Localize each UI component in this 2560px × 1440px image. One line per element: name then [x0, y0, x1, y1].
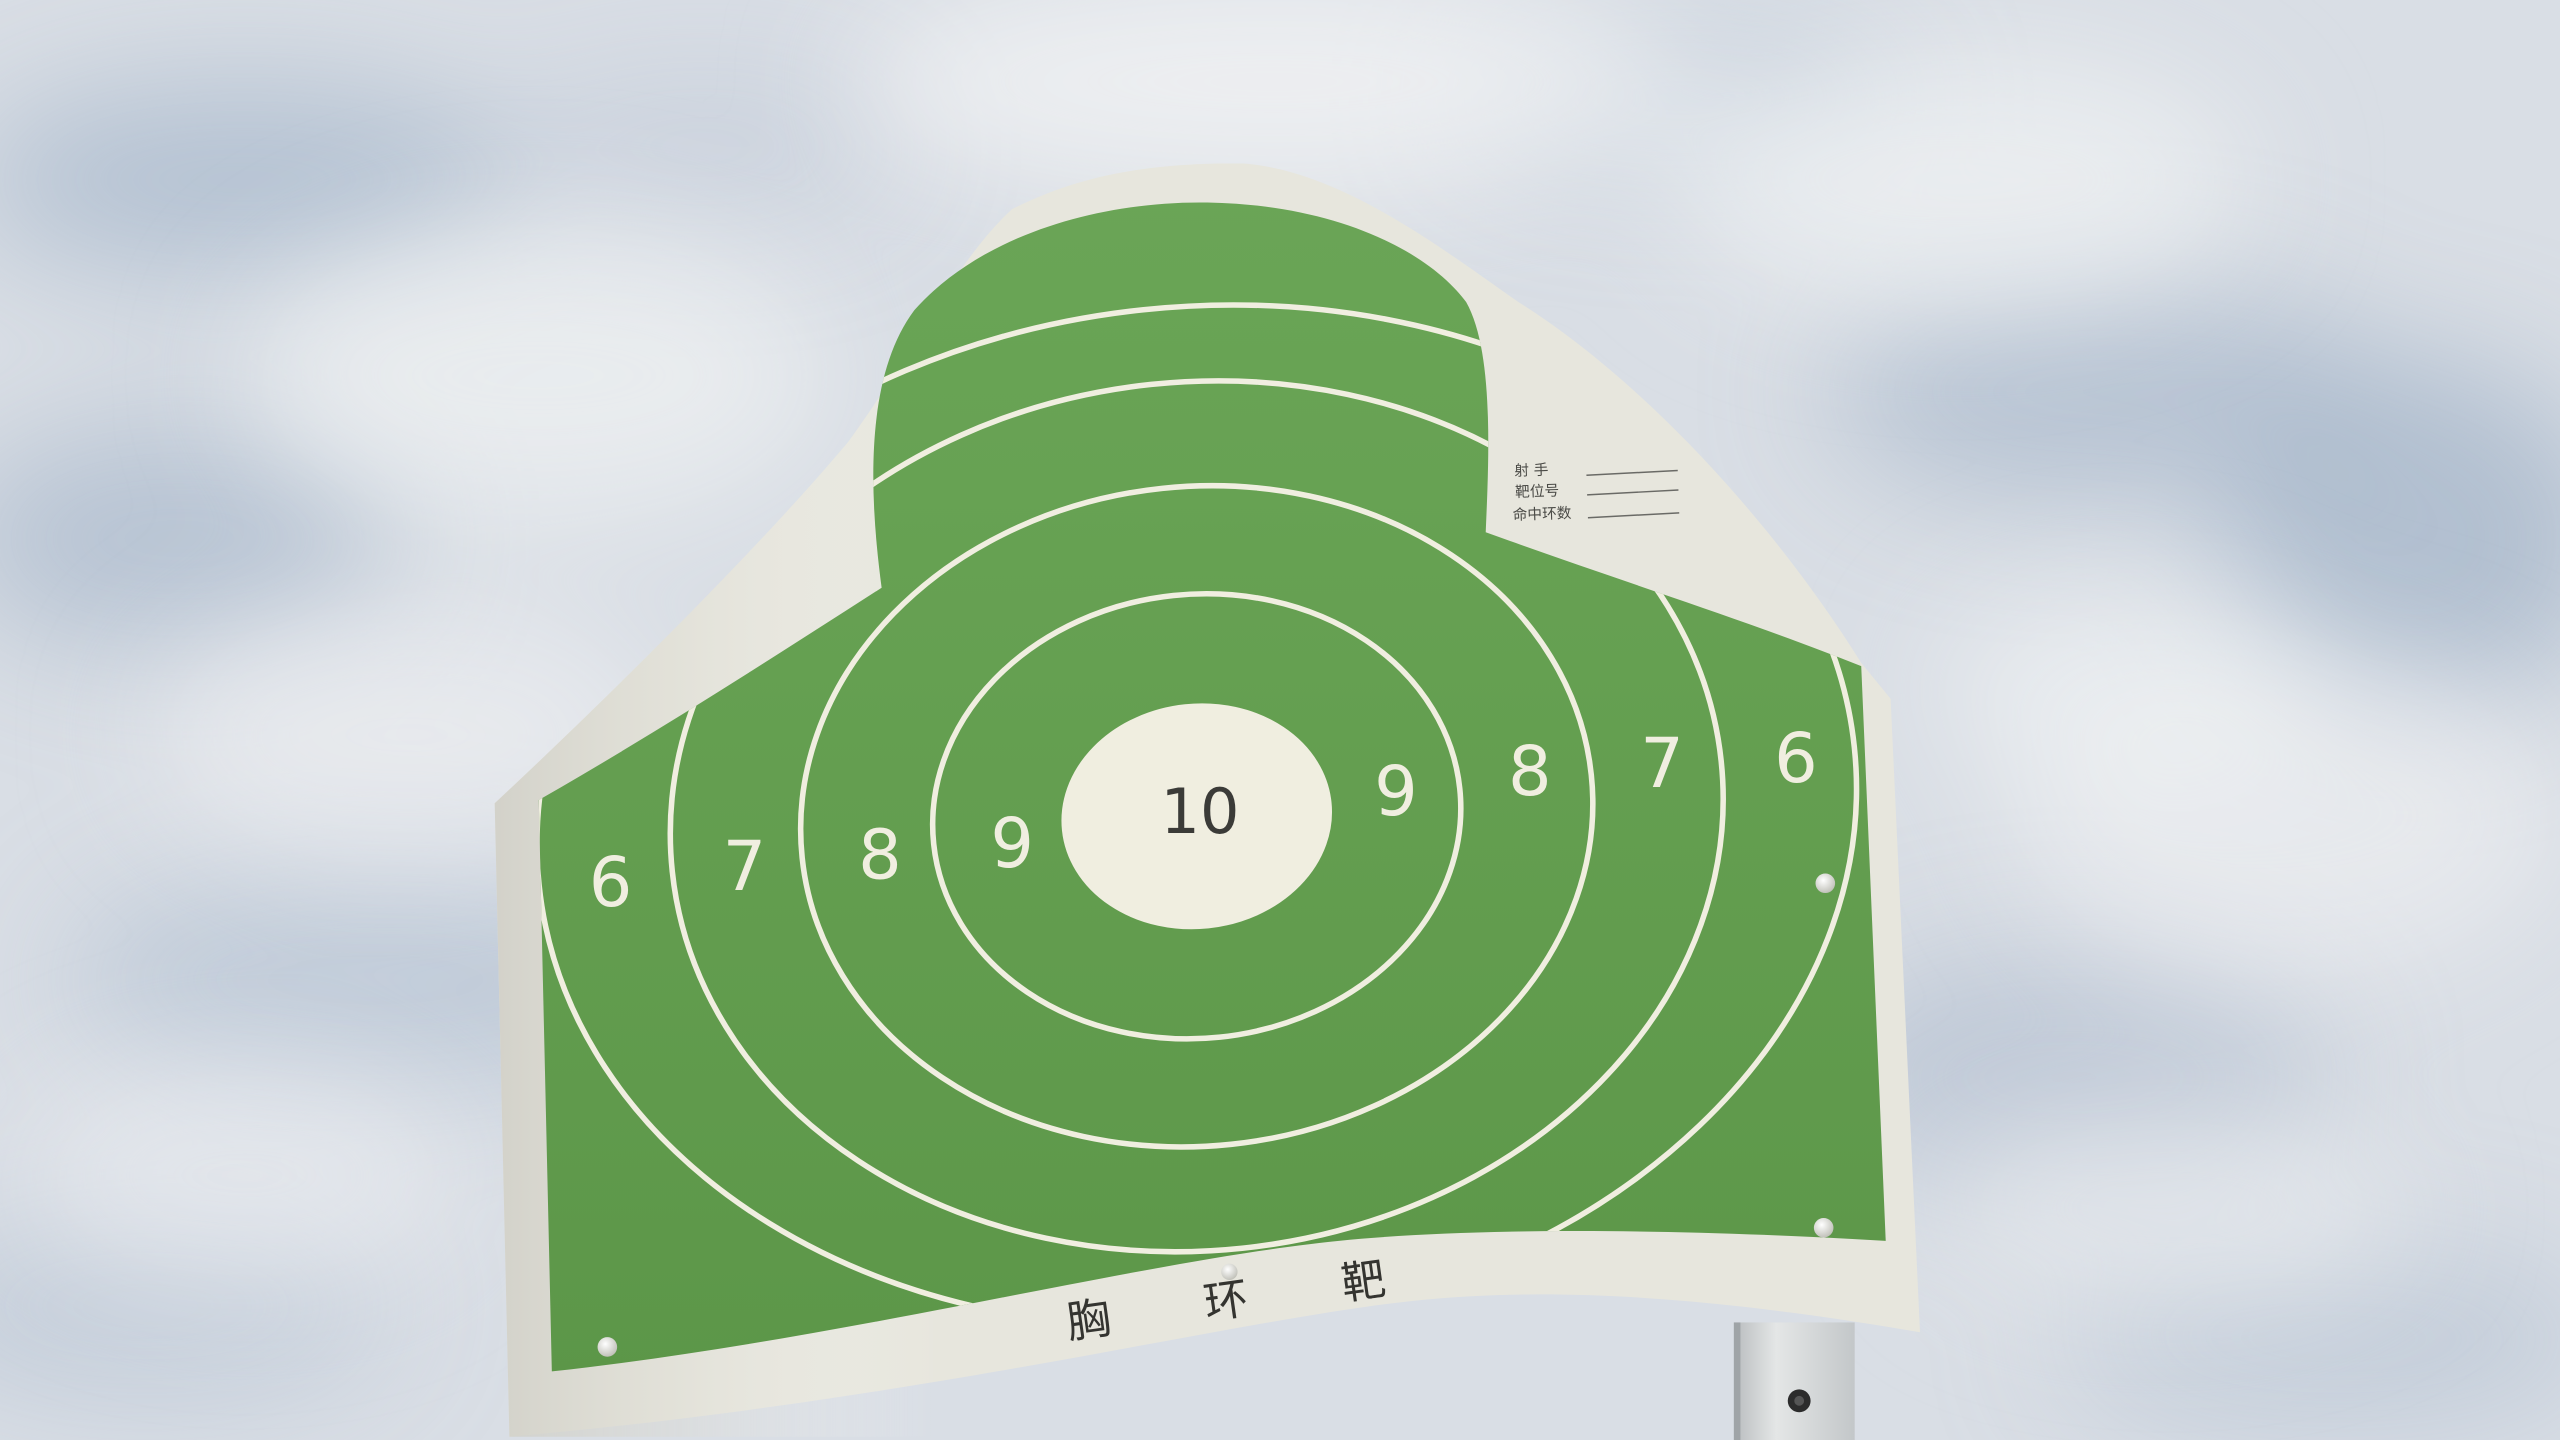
score-label-left-6: 6: [589, 843, 633, 923]
form-label-shooter: 射 手: [1514, 462, 1549, 480]
cloud-streak: [0, 81, 523, 278]
score-label-center-10: 10: [1161, 775, 1240, 848]
post-body: [1733, 1322, 1855, 1440]
cloud-highlight: [1926, 1110, 2417, 1307]
mounting-pins: [597, 873, 1836, 1357]
cloud-highlight: [849, 0, 1698, 196]
score-labels: 6 7 8 9 10 9 8 7 6: [589, 719, 1818, 923]
cloud-streak: [506, 73, 898, 221]
pin: [1221, 1263, 1238, 1280]
score-form: 射 手 靶位号 命中环数: [1512, 462, 1680, 524]
target-post: [1733, 1322, 1855, 1440]
form-label-hit-score: 命中环数: [1512, 504, 1572, 524]
pin: [597, 1337, 618, 1357]
score-label-right-6: 6: [1774, 719, 1818, 799]
pin: [1813, 1217, 1834, 1238]
form-line-lane-number: [1587, 489, 1679, 496]
cloud-highlight: [244, 228, 833, 523]
cloud-streak: [1828, 277, 2384, 507]
ring-7: [667, 378, 1726, 1255]
ring-8: [797, 482, 1596, 1150]
post-bolt: [1794, 1395, 1805, 1406]
cloud-highlight: [16, 1061, 474, 1290]
form-line-hit-score: [1587, 512, 1680, 519]
form-label-lane-number: 靶位号: [1515, 482, 1560, 501]
score-label-right-9: 9: [1374, 752, 1418, 832]
cloud-highlight: [1926, 587, 2319, 784]
ring-9: [929, 591, 1464, 1042]
form-line-shooter: [1586, 469, 1678, 477]
scoring-rings: [538, 302, 1860, 1331]
score-label-right-7: 7: [1640, 724, 1684, 804]
score-label-right-8: 8: [1508, 732, 1552, 812]
score-label-left-9: 9: [990, 804, 1034, 884]
post-edge: [1733, 1322, 1741, 1440]
ring-10-bullseye: [1061, 703, 1333, 930]
cloud-streak: [2220, 359, 2560, 719]
cloud-highlight: [1665, 48, 2254, 311]
score-label-left-8: 8: [858, 816, 902, 896]
cloud-streak: [0, 424, 409, 654]
score-label-left-7: 7: [723, 827, 767, 907]
pin: [1815, 873, 1836, 894]
